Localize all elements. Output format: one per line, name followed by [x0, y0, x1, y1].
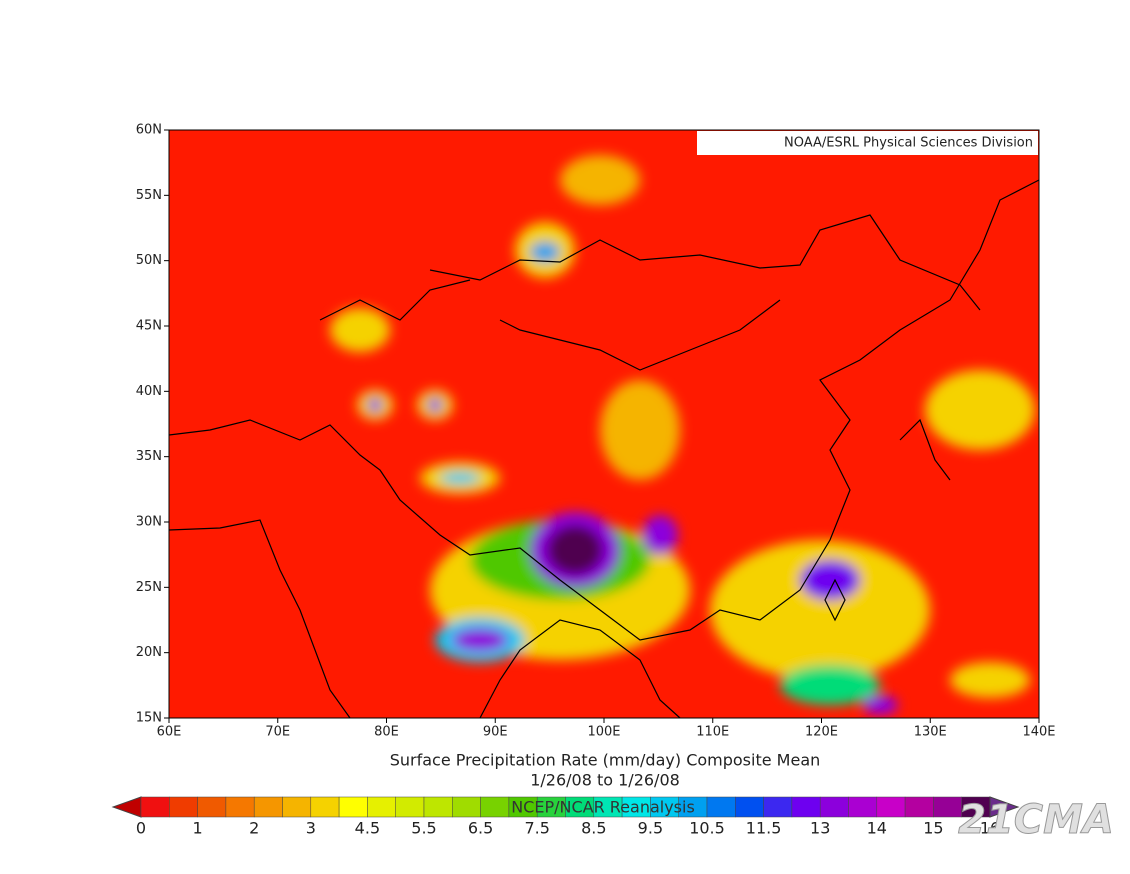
lat-label: 30N: [136, 515, 162, 530]
colorbar-swatch: [140, 796, 170, 818]
colorbar-swatch: [904, 796, 934, 818]
lon-axis: 60E 70E 80E 90E 100E 110E 120E 130E 140E: [157, 718, 1056, 740]
colorbar-over: [989, 796, 1020, 818]
lon-label: 60E: [157, 725, 182, 740]
colorbar-swatch: [735, 796, 764, 818]
colorbar: 0 1 2 3 4.5 5.5 6.5 7.5 8.5 9.5 10.5 11.5 13 14 15 16: [111, 796, 1020, 838]
colorbar-swatch: [763, 796, 793, 818]
colorbar-label: 5.5: [411, 819, 436, 838]
colorbar-label: 7.5: [524, 819, 549, 838]
colorbar-swatch: [395, 796, 425, 818]
colorbar-label: 9.5: [638, 819, 663, 838]
colorbar-swatch: [706, 796, 736, 818]
colorbar-label: 8.5: [581, 819, 606, 838]
colorbar-swatch: [819, 796, 849, 818]
colorbar-swatch: [338, 796, 368, 818]
lat-label: 15N: [136, 711, 162, 726]
lat-label: 35N: [136, 449, 162, 464]
colorbar-swatch: [791, 796, 821, 818]
colorbar-label: 1: [193, 819, 203, 838]
lon-label: 80E: [374, 725, 399, 740]
colorbar-swatch: [282, 796, 312, 818]
credit: NOAA/ESRL Physical Sciences Division: [784, 136, 1033, 151]
colorbar-swatch: [480, 796, 510, 818]
colorbar-label: 13: [810, 819, 830, 838]
colorbar-label: 11.5: [746, 819, 782, 838]
lon-label: 90E: [483, 725, 508, 740]
colorbar-swatch: [848, 796, 878, 818]
subtitle: 1/26/08 to 1/26/08: [530, 771, 680, 790]
colorbar-swatch: [423, 796, 453, 818]
colorbar-label: 6.5: [468, 819, 493, 838]
lon-label: 100E: [587, 725, 620, 740]
lat-label: 60N: [136, 123, 162, 138]
credit-box: [697, 131, 1038, 155]
lat-axis: 60N 55N 50N 45N 40N 35N 30N 25N 20N 15N: [136, 123, 169, 726]
lon-label: 130E: [914, 725, 947, 740]
colorbar-swatch: [197, 796, 227, 818]
title: Surface Precipitation Rate (mm/day) Comp…: [390, 751, 821, 770]
watermark: 21CMA: [958, 797, 1114, 843]
lat-label: 55N: [136, 188, 162, 203]
colorbar-swatch: [310, 796, 340, 818]
lon-label: 120E: [805, 725, 838, 740]
colorbar-label: 10.5: [689, 819, 725, 838]
colorbar-label: 4.5: [355, 819, 380, 838]
coastlines: [169, 179, 1039, 718]
lat-label: 20N: [136, 645, 162, 660]
colorbar-label: 16: [980, 819, 1000, 838]
lat-label: 50N: [136, 253, 162, 268]
source: NCEP/NCAR Reanalysis: [511, 798, 695, 817]
colorbar-swatch: [876, 796, 906, 818]
colorbar-under: [111, 796, 142, 818]
precip-field: [330, 155, 1035, 715]
lon-label: 110E: [696, 725, 729, 740]
lat-label: 25N: [136, 580, 162, 595]
colorbar-swatch: [367, 796, 396, 818]
lat-label: 45N: [136, 319, 162, 334]
lon-label: 70E: [265, 725, 290, 740]
colorbar-label: 3: [306, 819, 316, 838]
colorbar-label: 0: [136, 819, 146, 838]
colorbar-swatch: [169, 796, 198, 818]
colorbar-swatch: [225, 796, 255, 818]
colorbar-swatch: [452, 796, 481, 818]
colorbar-label: 15: [923, 819, 943, 838]
lat-label: 40N: [136, 384, 162, 399]
lon-label: 140E: [1022, 725, 1055, 740]
colorbar-label: 14: [867, 819, 887, 838]
colorbar-label: 2: [249, 819, 259, 838]
colorbar-swatch: [253, 796, 283, 818]
